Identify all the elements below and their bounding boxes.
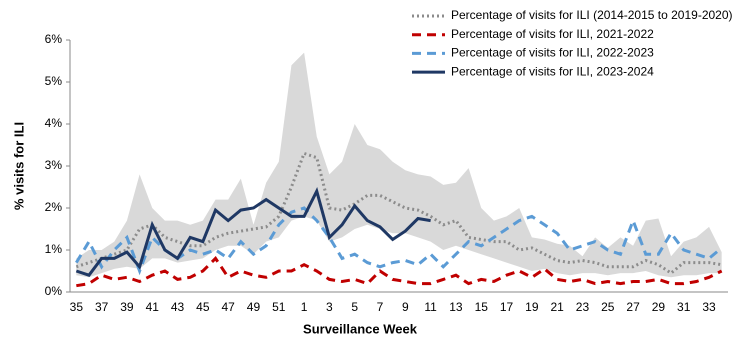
x-tick-label: 41 [146, 300, 160, 314]
x-tick-label: 29 [652, 300, 666, 314]
range-band [76, 52, 722, 278]
x-tick-label: 5 [351, 300, 358, 314]
y-tick-label: 5% [45, 74, 63, 88]
x-tick-label: 23 [576, 300, 590, 314]
x-tick-label: 49 [247, 300, 261, 314]
x-tick-label: 17 [500, 300, 514, 314]
lines-layer [75, 151, 723, 288]
y-tick-label: 0% [45, 284, 63, 298]
y-tick-label: 3% [45, 158, 63, 172]
y-tick-label: 1% [45, 242, 63, 256]
x-tick-label: 31 [677, 300, 691, 314]
legend-background [408, 7, 731, 84]
x-tick-label: 7 [377, 300, 384, 314]
x-tick-label: 39 [120, 300, 134, 314]
series-line [75, 206, 723, 276]
x-tick-label: 35 [70, 300, 84, 314]
x-tick-label: 13 [449, 300, 463, 314]
x-tick-label: 19 [525, 300, 539, 314]
x-tick-label: 1 [301, 300, 308, 314]
x-tick-label: 11 [424, 300, 437, 314]
y-tick-label: 6% [45, 32, 63, 46]
x-tick-label: 51 [272, 300, 286, 314]
x-tick-label: 33 [702, 300, 716, 314]
legend-label: Percentage of visits for ILI, 2022-2023 [451, 46, 654, 60]
series-line [75, 187, 431, 277]
x-tick-label: 37 [95, 300, 109, 314]
series-line [76, 256, 723, 288]
legend-label: Percentage of visits for ILI (2014-2015 … [451, 8, 733, 22]
band-layer [76, 52, 722, 278]
x-axis-title: Surveillance Week [303, 321, 418, 336]
y-tick-label: 4% [45, 116, 63, 130]
x-tick-label: 9 [402, 300, 409, 314]
x-tick-label: 43 [171, 300, 185, 314]
x-tick-label: 47 [221, 300, 235, 314]
y-tick-label: 2% [45, 200, 63, 214]
y-axis-title: % visits for ILI [11, 122, 26, 210]
legend-label: Percentage of visits for ILI, 2023-2024 [451, 64, 654, 78]
axes-layer: 0%1%2%3%4%5%6%35 37 39 41 43 45 47 49 51 1 3 5 7 9 11 1… [45, 32, 728, 314]
x-tick-label: 25 [601, 300, 615, 314]
x-tick-label: 3 [326, 300, 333, 314]
x-tick-label: 15 [475, 300, 489, 314]
x-tick-label: 21 [550, 300, 564, 314]
x-tick-label: 45 [196, 300, 210, 314]
series-line [75, 151, 722, 275]
legend-label: Percentage of visits for ILI, 2021-2022 [451, 27, 654, 41]
x-tick-label: 27 [626, 300, 640, 314]
legend: Percentage of visits for ILI (2014-2015 … [408, 7, 733, 84]
